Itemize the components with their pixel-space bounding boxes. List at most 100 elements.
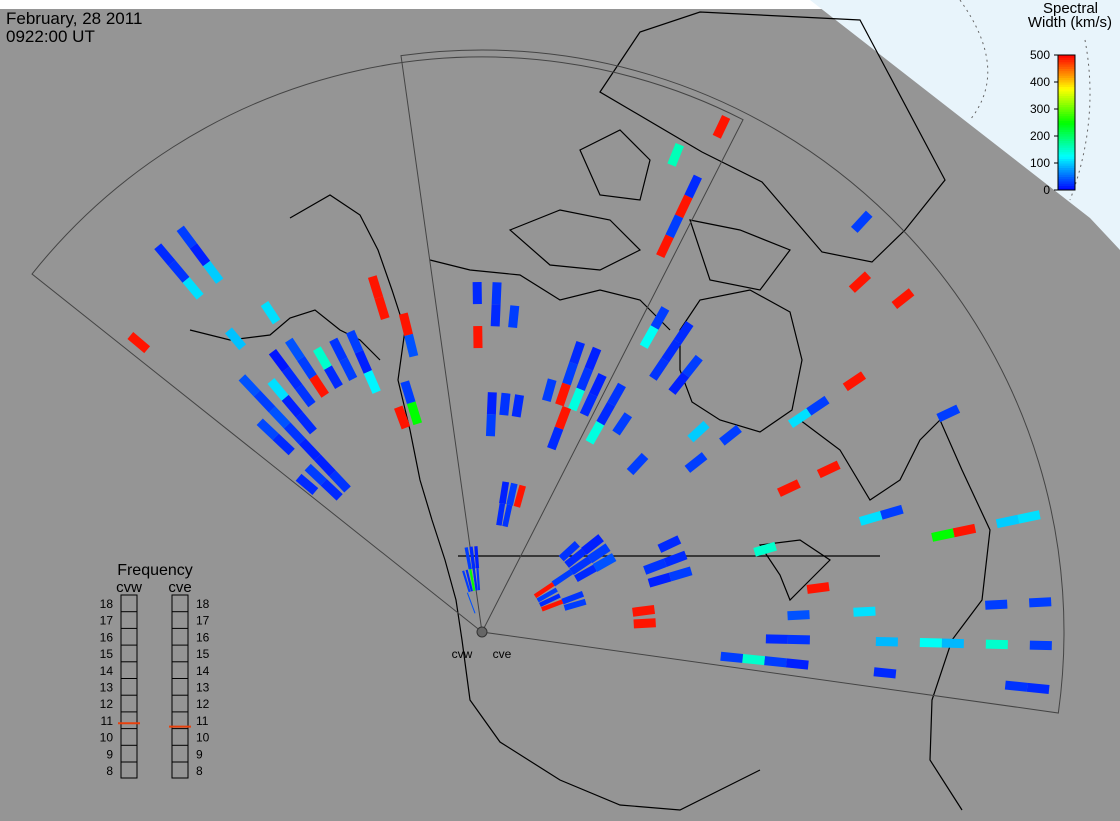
scatter-cell (542, 378, 557, 403)
coastline (799, 418, 991, 811)
colorbar-segment (1058, 57, 1075, 60)
scatter-cell (742, 653, 765, 666)
scatter-cell (673, 320, 694, 345)
colorbar-segment (1058, 118, 1075, 121)
fan-outline (400, 49, 1065, 714)
colorbar-title: Width (km/s) (1028, 14, 1112, 31)
frequency-tick-label: 9 (196, 747, 203, 761)
scatter-cell (684, 452, 708, 473)
scatter-cell (639, 325, 659, 349)
scatter-cell (712, 115, 731, 139)
scatter-cell (858, 510, 883, 526)
scatter-cell (295, 473, 319, 495)
colorbar-segment (1058, 97, 1075, 101)
colorbar-segment (1058, 66, 1075, 69)
scatter-cell (312, 346, 332, 370)
scatter-cell (564, 548, 587, 568)
scatter-cell (406, 401, 423, 426)
radar-label: cvw (452, 647, 473, 661)
scatter-cell (682, 354, 703, 378)
scatter-cell (329, 470, 351, 493)
scatter-cell (720, 651, 744, 663)
scatter-cell (499, 392, 511, 416)
frequency-title: Frequency (117, 562, 193, 579)
scatter-cell (182, 277, 204, 300)
scatter-cell (298, 438, 321, 461)
colorbar-segment (1058, 181, 1075, 184)
scatter-cell (674, 194, 693, 219)
scatter-cell (285, 337, 305, 362)
scatter-cell (643, 558, 667, 575)
scatter-cell (563, 598, 587, 611)
colorbar-segment (1058, 185, 1075, 189)
scatter-cell (985, 599, 1008, 610)
colorbar-segment (1058, 124, 1075, 128)
scatter-cell (472, 282, 482, 305)
arctic-island (579, 129, 651, 201)
colorbar-segment (1058, 79, 1075, 83)
scatter-cell (473, 326, 483, 349)
scatter-cell (346, 329, 364, 354)
scatter-cell (555, 382, 571, 407)
scatter-cell (1029, 640, 1052, 651)
scatter-cell (404, 333, 419, 358)
scatter-cell (272, 433, 295, 456)
colorbar-segment (1058, 55, 1075, 58)
colorbar-segment (1058, 115, 1075, 119)
scatter-cell (394, 405, 411, 430)
scatter-cell (506, 482, 518, 506)
scatter-cell (607, 382, 626, 407)
colorbar-segment (1058, 111, 1075, 114)
radar-site (476, 626, 488, 638)
scatter-cell (472, 568, 478, 591)
colorbar-segment (1058, 88, 1075, 92)
frequency-radar-label: cve (168, 579, 191, 596)
colorbar-segment (1058, 95, 1075, 99)
scatter-cell (466, 592, 476, 614)
scatter-cell (253, 390, 276, 413)
colorbar-tick-label: 300 (1030, 102, 1050, 116)
colorbar-title: Spectral (1043, 0, 1098, 17)
scatter-cell (267, 378, 289, 401)
colorbar-segment (1058, 133, 1075, 137)
scatter-cell (853, 606, 876, 617)
scatter-cell (788, 408, 812, 428)
scatter-cell (875, 636, 898, 647)
scatter-cell (486, 392, 497, 415)
colorbar-tick-label: 200 (1030, 129, 1050, 143)
scatter-cell (476, 568, 481, 591)
scatter-cell (657, 535, 682, 553)
scatter-cell (941, 638, 964, 649)
colorbar-segment (1058, 147, 1075, 150)
scatter-cell (238, 374, 261, 397)
scatter-cell (668, 566, 693, 582)
scatter-cell (587, 543, 611, 564)
colorbar-segment (1058, 138, 1075, 141)
scatter-cell (329, 337, 348, 362)
frequency-tick-label: 15 (196, 647, 210, 661)
colorbar-segment (1058, 151, 1075, 155)
colorbar-segment (1058, 109, 1075, 112)
scatter-cell (589, 372, 607, 397)
scatter-cell (260, 301, 281, 325)
frequency-tick-label: 15 (100, 647, 114, 661)
scatter-cell (541, 599, 564, 612)
colorbar-segment (1058, 174, 1075, 177)
scatter-cell (777, 479, 801, 497)
colorbar-segment (1058, 91, 1075, 94)
scatter-cell (656, 234, 674, 259)
scatter-cell (464, 547, 472, 570)
scatter-cell (485, 414, 496, 437)
colorbar-segment (1058, 77, 1075, 81)
colorbar-segment (1058, 156, 1075, 159)
colorbar-segment (1058, 129, 1075, 132)
colorbar-segment (1058, 165, 1075, 168)
coastline (289, 194, 761, 811)
scatter-cell (663, 550, 688, 567)
colorbar-tick-label: 100 (1030, 156, 1050, 170)
frequency-tick-label: 11 (196, 714, 209, 728)
colorbar-segment (1058, 149, 1075, 153)
scatter-cell (842, 371, 867, 392)
radar-label: cve (493, 647, 512, 661)
scatter-cell (1017, 510, 1041, 524)
